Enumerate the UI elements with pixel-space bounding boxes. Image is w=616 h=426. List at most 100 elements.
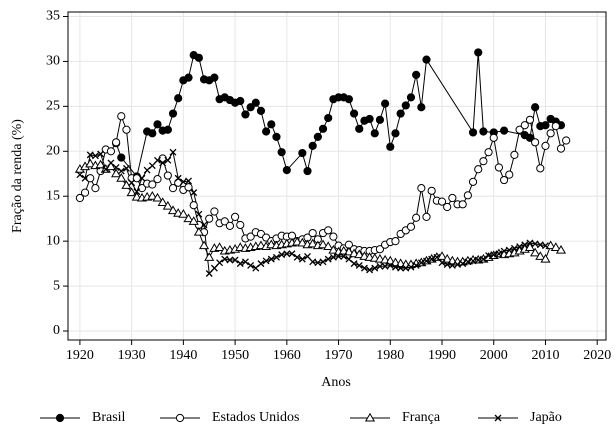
marker [366, 266, 374, 274]
marker [55, 413, 65, 423]
marker [324, 226, 333, 235]
marker [210, 73, 219, 82]
plot-frame [67, 11, 607, 341]
marker [112, 164, 120, 171]
marker [278, 251, 286, 259]
marker [319, 258, 327, 266]
marker [137, 184, 147, 193]
marker [220, 217, 229, 226]
marker [214, 242, 225, 251]
marker [297, 237, 308, 247]
marker [128, 179, 136, 187]
marker [147, 191, 158, 200]
marker [184, 73, 193, 82]
marker [126, 187, 137, 197]
marker [236, 220, 245, 230]
marker [489, 133, 498, 142]
marker [344, 95, 353, 104]
marker [536, 164, 545, 173]
y-tick-label: 25 [46, 99, 60, 114]
marker [324, 113, 333, 123]
marker [386, 261, 394, 269]
marker [230, 212, 240, 221]
marker [148, 162, 156, 170]
marker [407, 263, 415, 271]
marker [386, 142, 395, 151]
x-tick-label: 1990 [428, 348, 456, 363]
marker [500, 247, 508, 255]
marker [247, 261, 255, 269]
marker [241, 258, 249, 266]
marker [479, 127, 488, 136]
marker [174, 174, 182, 182]
marker [469, 257, 477, 265]
marker [236, 96, 245, 106]
marker [494, 163, 504, 172]
marker [138, 174, 146, 182]
marker [303, 166, 312, 176]
marker [272, 132, 281, 142]
marker [308, 141, 317, 150]
y-tick-label: 5 [53, 278, 60, 293]
marker [530, 247, 541, 257]
marker [531, 240, 539, 248]
marker [97, 150, 105, 158]
legend-label: Estados Unidos [212, 410, 300, 425]
marker [562, 136, 571, 145]
x-axis-title: Anos [321, 375, 351, 390]
marker [396, 109, 405, 118]
marker [340, 252, 348, 260]
legend-label: França [402, 410, 441, 425]
marker [246, 232, 255, 241]
marker [401, 101, 410, 110]
marker [95, 159, 106, 169]
marker [304, 252, 311, 260]
marker [479, 255, 487, 263]
marker [516, 243, 524, 251]
x-tick-label: 2010 [531, 348, 559, 363]
marker [241, 110, 250, 119]
marker [262, 257, 270, 265]
marker [536, 241, 544, 249]
marker [117, 112, 126, 121]
y-tick-label: 20 [46, 144, 60, 159]
marker [349, 109, 359, 118]
x-tick-label: 1970 [325, 348, 353, 363]
marker [86, 151, 94, 159]
marker [262, 127, 271, 136]
marker [335, 252, 343, 260]
marker [298, 148, 307, 158]
marker [436, 251, 448, 260]
marker [236, 260, 244, 268]
marker [521, 241, 529, 249]
marker [283, 250, 291, 258]
marker [495, 250, 503, 258]
marker [174, 94, 183, 103]
marker [162, 200, 173, 210]
marker [179, 178, 187, 186]
marker [168, 109, 178, 118]
marker [257, 260, 265, 268]
marker [531, 103, 540, 112]
marker [391, 129, 400, 138]
marker [293, 253, 301, 261]
marker [282, 166, 291, 175]
marker [505, 170, 514, 179]
marker [148, 129, 157, 138]
marker [381, 99, 390, 108]
marker [485, 252, 493, 259]
marker [524, 242, 536, 251]
y-tick-label: 10 [46, 233, 60, 248]
marker [231, 256, 239, 264]
marker [448, 193, 457, 203]
marker [184, 183, 193, 192]
marker [417, 184, 426, 193]
marker [190, 189, 198, 197]
marker [317, 239, 329, 249]
marker [210, 264, 218, 272]
marker [423, 257, 430, 265]
marker [364, 412, 376, 422]
marker [542, 242, 549, 250]
y-tick-label: 30 [46, 54, 60, 69]
marker [111, 168, 122, 178]
